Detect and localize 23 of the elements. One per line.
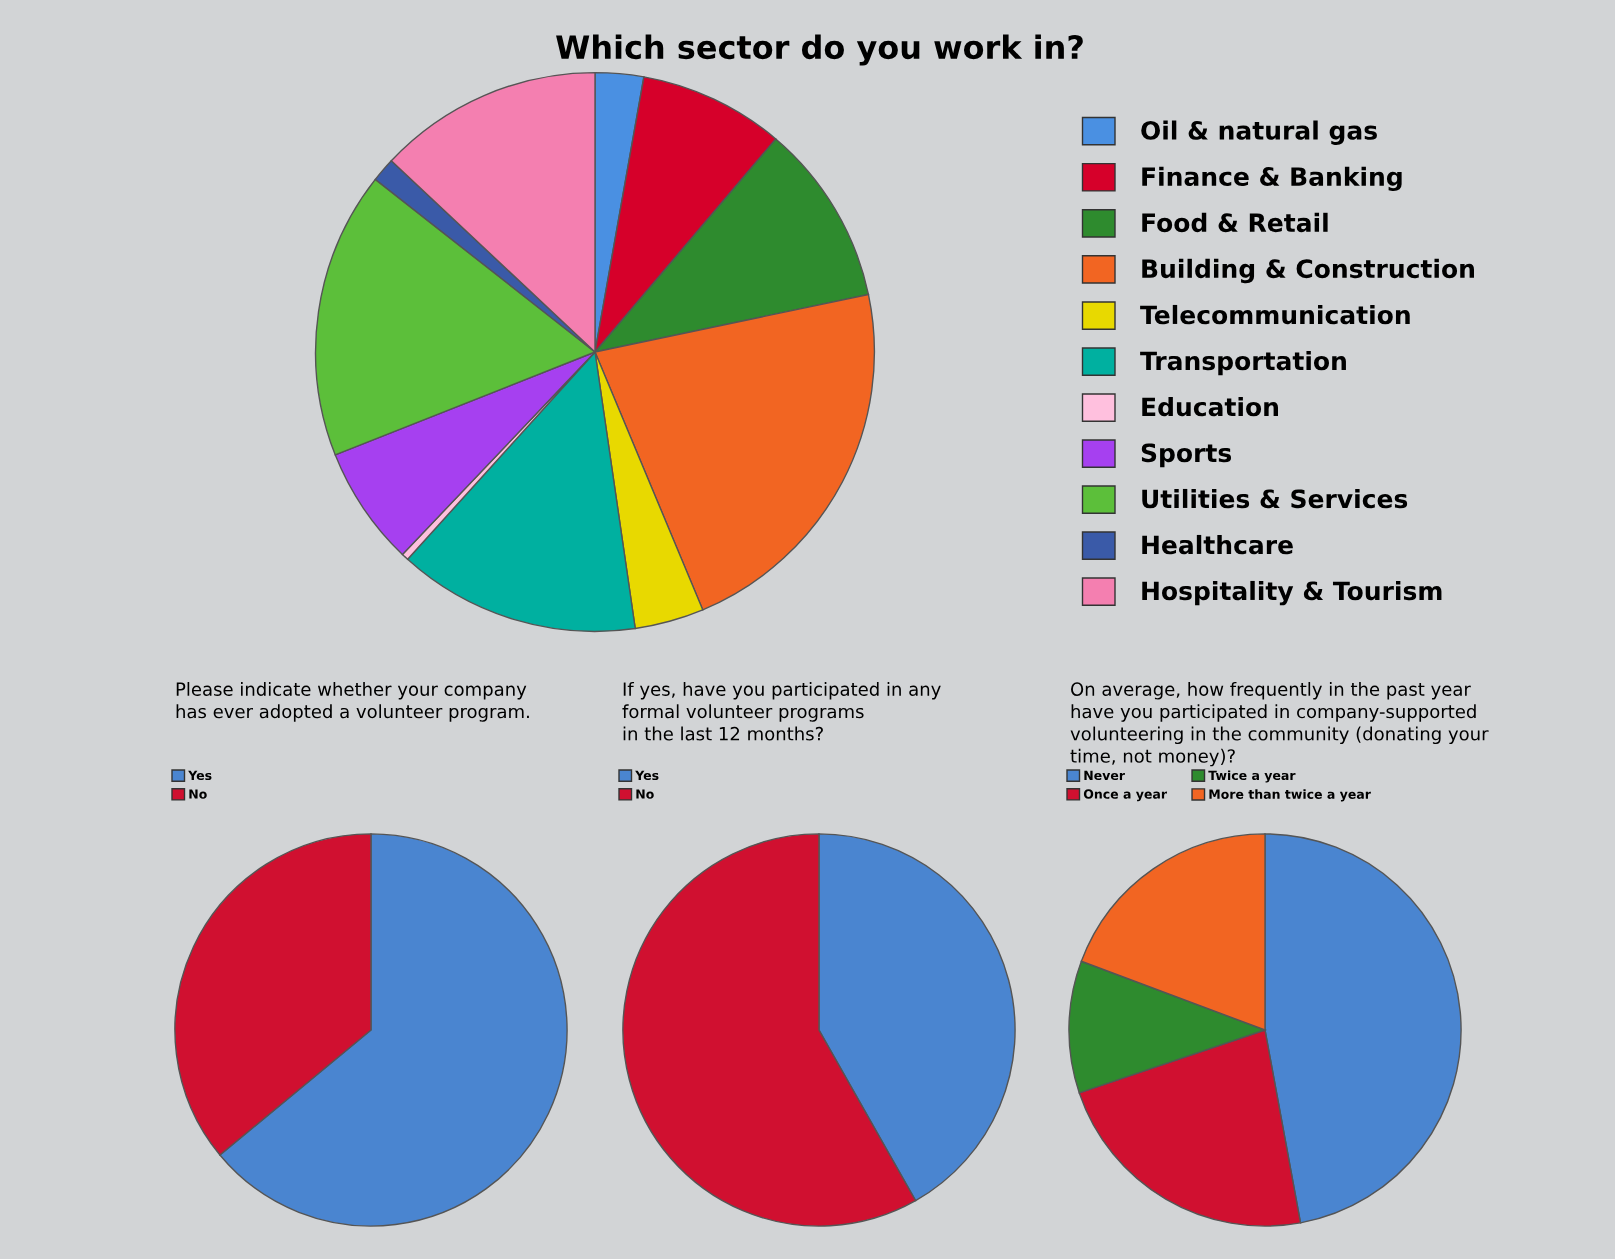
legend-label: Telecommunication: [1140, 304, 1410, 325]
chart-title: Please indicate whether your company has ever adopted a volunteer program.: [176, 682, 529, 722]
legend-label: Transportation: [1140, 350, 1346, 376]
legend-label: Yes: [635, 770, 659, 781]
legend-label: Once a year: [1083, 789, 1167, 802]
legend-label: Oil & natural gas: [1141, 120, 1377, 145]
legend-label: Finance & Banking: [1142, 166, 1402, 192]
legend-label: Twice a year: [1208, 770, 1296, 783]
legend-label: No: [636, 789, 654, 799]
legend-label: More than twice a year: [1209, 789, 1371, 802]
legend-label: Sports: [1141, 443, 1232, 468]
legend-label: Healthcare: [1142, 534, 1293, 555]
chart-title: Which sector do you work in?: [556, 34, 1083, 66]
legend-label: Building & Construction: [1142, 258, 1474, 284]
legend-label: Education: [1142, 396, 1278, 417]
chart-title: If yes, have you participated in any formal volunteer programs in the last 12 months?: [622, 682, 941, 741]
legend-label: Hospitality & Tourism: [1142, 580, 1442, 606]
legend-label: Food & Retail: [1142, 212, 1328, 233]
legend-label: Yes: [188, 770, 212, 781]
legend-label: No: [189, 789, 207, 799]
legend-label: Utilities & Services: [1142, 488, 1408, 509]
legend-label: Never: [1084, 770, 1125, 781]
chart-title: On average, how frequently in the past year have you participated in company-supported volunteering in the community (donating your time, not money)?: [1070, 682, 1489, 767]
